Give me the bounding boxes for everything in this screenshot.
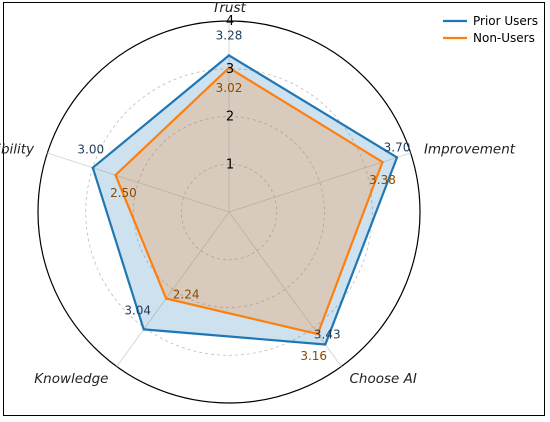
value-label-prior-users-trust: 3.28: [216, 28, 243, 42]
radial-tick-3: 3: [226, 62, 234, 77]
radial-tick-labels: 1 2 3 4: [226, 14, 234, 172]
legend-label-prior-users: Prior Users: [473, 14, 538, 28]
value-label-prior-users-knowledge: 3.04: [124, 303, 151, 317]
value-label-prior-users-choose-ai: 3.43: [314, 328, 341, 342]
value-label-non-users-trust: 3.02: [216, 81, 243, 95]
axis-label-accessibility: Accessibility: [0, 142, 35, 158]
axis-label-trust: Trust: [212, 0, 246, 16]
radial-tick-2: 2: [226, 110, 234, 125]
axis-label-knowledge: Knowledge: [34, 371, 108, 387]
series-line-non-users: [114, 66, 384, 336]
series-line-prior-users: [91, 54, 399, 346]
series-point-non-users-improvement: [381, 160, 384, 164]
radar-spokes: [47, 21, 411, 367]
series-point-prior-users-choose-ai: [324, 343, 327, 346]
radar-grid-ring-2: [133, 116, 325, 308]
radial-tick-4: 4: [226, 14, 234, 29]
value-label-prior-users-accessibility: 3.00: [77, 143, 104, 157]
series-area-non-users: [115, 67, 383, 335]
value-label-non-users-knowledge: 2.24: [173, 288, 200, 302]
spoke-improvement: [228, 152, 411, 213]
spoke-knowledge: [116, 211, 230, 367]
value-labels: 3.28 3.70 3.43 3.04 3.00 3.02 3.38 3.16 2.24 2.50: [77, 28, 410, 363]
axis-label-improvement: Improvement: [424, 142, 516, 158]
legend-label-non-users: Non-Users: [473, 31, 535, 45]
spoke-accessibility: [47, 152, 230, 213]
radar-series: [91, 54, 399, 346]
radial-tick-1: 1: [226, 157, 234, 172]
series-point-prior-users-accessibility: [91, 166, 94, 169]
axis-labels: Trust Improvement Choose AI Knowledge Access…: [0, 0, 516, 387]
value-label-non-users-choose-ai: 3.16: [300, 349, 327, 363]
series-point-non-users-accessibility: [114, 173, 117, 177]
series-point-prior-users-improvement: [395, 156, 399, 159]
series-point-non-users-trust: [227, 66, 231, 69]
series-point-prior-users-trust: [227, 54, 231, 57]
series-point-non-users-choose-ai: [316, 332, 319, 336]
series-point-prior-users-knowledge: [142, 328, 145, 331]
legend: Prior Users Non-Users: [443, 14, 538, 45]
series-point-non-users-knowledge: [164, 297, 168, 300]
value-label-non-users-improvement: 3.38: [369, 173, 396, 187]
spoke-choose-ai: [228, 211, 342, 367]
value-label-prior-users-improvement: 3.70: [384, 140, 411, 154]
axis-label-choose-ai: Choose AI: [349, 371, 416, 387]
value-label-non-users-accessibility: 2.50: [110, 186, 137, 200]
series-area-prior-users: [92, 55, 398, 345]
